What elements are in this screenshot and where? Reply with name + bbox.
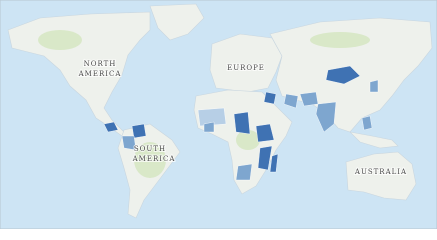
map: NORTH AMERICA EUROPE SOUTH AMERICA AUSTRALIA — [0, 0, 437, 229]
highlighted-countries — [103, 65, 379, 181]
region-label: NORTH — [84, 60, 117, 68]
region-label: SOUTH — [134, 145, 166, 153]
region-label: EUROPE — [227, 64, 265, 72]
region-label: AUSTRALIA — [354, 168, 407, 176]
region-label: AMERICA — [132, 155, 176, 163]
page: {"labels": [ {"lines": ["NORTH", "AMERIC… — [0, 0, 437, 229]
region-labels: NORTH AMERICA EUROPE SOUTH AMERICA AUSTRALIA — [77, 59, 408, 177]
region-label: AMERICA — [78, 70, 122, 78]
